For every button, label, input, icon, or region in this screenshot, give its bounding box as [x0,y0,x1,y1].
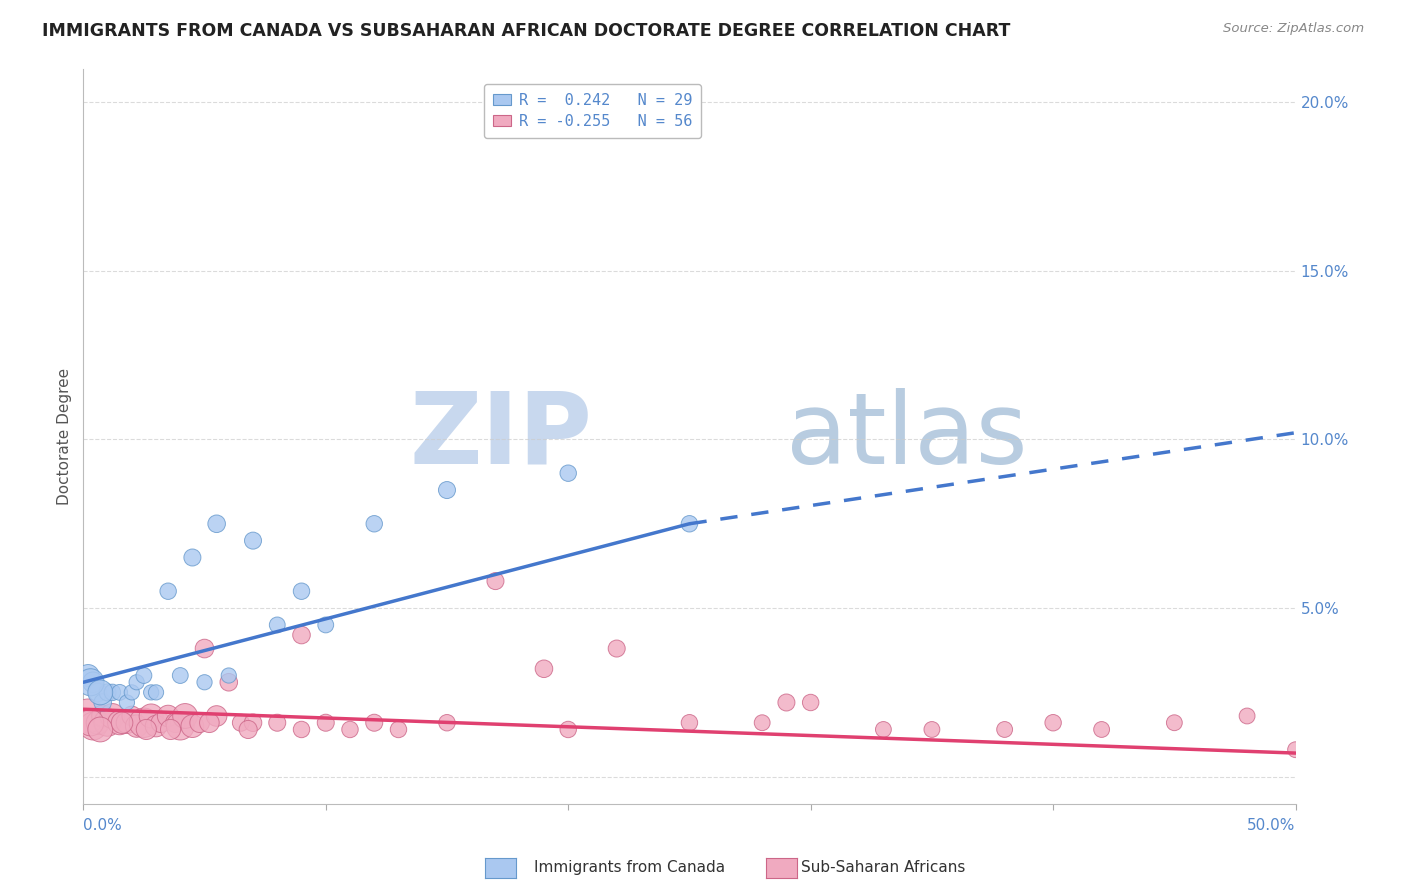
Point [1163,715,1185,730]
Text: Sub-Saharan Africans: Sub-Saharan Africans [801,860,966,874]
Point [363,715,385,730]
Point [145,719,167,733]
Point [994,723,1017,737]
Point [125,675,148,690]
Point [87,685,110,699]
Point [1091,723,1114,737]
Point [132,715,155,730]
Point [242,533,264,548]
Point [96,715,118,730]
Point [121,709,143,723]
Point [436,483,458,497]
Point [108,715,131,730]
Point [872,723,894,737]
Point [921,723,943,737]
Point [557,723,579,737]
Point [101,709,124,723]
Point [218,675,240,690]
Point [1236,709,1258,723]
Point [800,696,823,710]
Point [174,709,197,723]
Point [678,516,700,531]
Text: Source: ZipAtlas.com: Source: ZipAtlas.com [1223,22,1364,36]
Point [108,685,131,699]
Point [77,709,100,723]
Text: Immigrants from Canada: Immigrants from Canada [534,860,725,874]
Text: 0.0%: 0.0% [83,818,122,833]
Point [87,715,110,730]
Point [82,719,104,733]
Point [181,719,204,733]
Point [157,709,180,723]
Point [82,675,104,690]
Point [121,685,143,699]
Point [205,516,228,531]
Text: atlas: atlas [786,388,1028,484]
Point [149,715,172,730]
Point [115,696,138,710]
Point [79,715,101,730]
Point [242,715,264,730]
Point [89,723,111,737]
Point [157,584,180,599]
Point [751,715,773,730]
Point [111,715,134,730]
Point [363,516,385,531]
Point [678,715,700,730]
Point [198,715,221,730]
Point [181,550,204,565]
Point [290,723,312,737]
Point [135,723,157,737]
Text: 50.0%: 50.0% [1247,818,1295,833]
Text: ZIP: ZIP [409,388,592,484]
Point [132,668,155,682]
Point [436,715,458,730]
Point [165,715,187,730]
Point [557,466,579,480]
Point [193,641,215,656]
Point [238,723,260,737]
Point [91,696,114,710]
Point [290,628,312,642]
Point [169,719,191,733]
Point [339,723,361,737]
Point [169,668,191,682]
Point [79,675,101,690]
Point [193,675,215,690]
Legend: R =  0.242   N = 29, R = -0.255   N = 56: R = 0.242 N = 29, R = -0.255 N = 56 [484,84,702,138]
Point [218,668,240,682]
Point [145,685,167,699]
Point [125,719,148,733]
Point [96,685,118,699]
Point [315,618,337,632]
Point [229,715,252,730]
Point [101,685,124,699]
Point [266,715,288,730]
Point [91,709,114,723]
Point [533,662,555,676]
Point [775,696,797,710]
Point [141,709,163,723]
Point [141,685,163,699]
Point [89,685,111,699]
Point [387,723,409,737]
Point [290,584,312,599]
Text: IMMIGRANTS FROM CANADA VS SUBSAHARAN AFRICAN DOCTORATE DEGREE CORRELATION CHART: IMMIGRANTS FROM CANADA VS SUBSAHARAN AFR… [42,22,1011,40]
Point [1042,715,1064,730]
Point [205,709,228,723]
Point [606,641,628,656]
Point [266,618,288,632]
Y-axis label: Doctorate Degree: Doctorate Degree [58,368,72,505]
Point [188,715,211,730]
Point [77,668,100,682]
Point [115,715,138,730]
Point [1284,742,1306,756]
Point [315,715,337,730]
Point [159,723,181,737]
Point [484,574,506,588]
